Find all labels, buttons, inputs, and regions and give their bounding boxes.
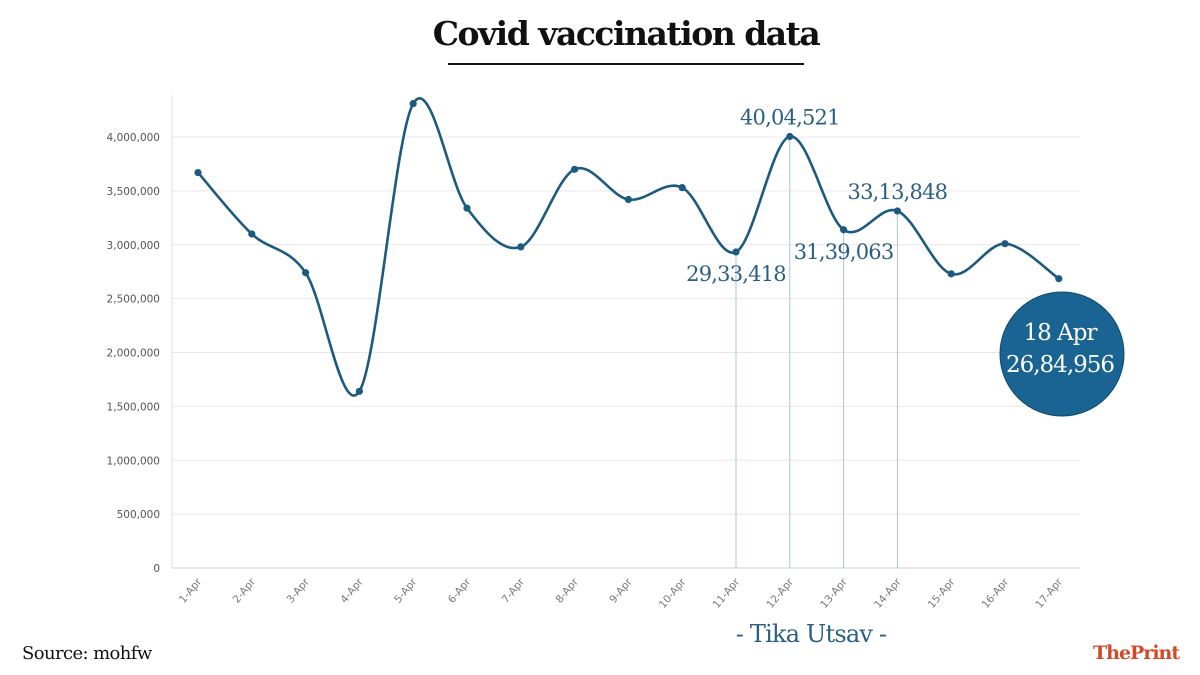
y-tick-label: 2,000,000 [107, 348, 160, 360]
x-tick-label: 5-Apr [392, 576, 420, 606]
annotations: 29,33,418 40,04,521 31,39,063 33,13,848 [686, 106, 948, 286]
x-tick-label: 8-Apr [553, 576, 581, 606]
x-tick-label: 10-Apr [657, 576, 689, 611]
data-point [571, 165, 579, 173]
data-point [1055, 275, 1063, 283]
x-tick-label: 4-Apr [338, 576, 366, 606]
tika-utsav-label: - Tika Utsav - [735, 620, 887, 648]
highlight-date: 18 Apr [1024, 320, 1098, 346]
data-point [893, 207, 902, 215]
y-tick-label: 3,000,000 [107, 240, 160, 252]
annotation-label: 33,13,848 [848, 180, 948, 204]
title-underline [448, 63, 804, 65]
x-tick-label: 11-Apr [711, 576, 743, 611]
x-tick-label: 7-Apr [500, 576, 528, 606]
annotation-label: 31,39,063 [794, 240, 894, 264]
y-tick-label: 4,000,000 [107, 132, 160, 144]
highlight-circle [999, 291, 1125, 417]
y-tick-label: 2,500,000 [107, 294, 160, 306]
y-tick-label: 3,500,000 [107, 186, 160, 198]
annotation-label: 40,04,521 [740, 106, 840, 130]
data-point [463, 204, 471, 212]
data-point [786, 132, 794, 141]
data-point [732, 248, 740, 256]
y-tick-label: 500,000 [117, 509, 160, 521]
data-point [355, 387, 363, 395]
x-tick-label: 9-Apr [607, 576, 635, 606]
data-point [624, 195, 633, 204]
highlight-value: 26,84,956 [1006, 352, 1114, 378]
x-tick-label: 13-Apr [818, 576, 850, 611]
x-tick-label: 12-Apr [764, 576, 796, 611]
data-points [194, 99, 1063, 395]
data-point [248, 230, 256, 238]
data-point [194, 168, 202, 177]
y-tick-label: 0 [153, 563, 160, 575]
chart-title: Covid vaccination data [432, 14, 821, 53]
source-note: Source: mohfw [22, 643, 152, 664]
x-tick-label: 3-Apr [284, 576, 312, 606]
data-point [840, 226, 848, 234]
series-line [197, 97, 1060, 397]
annotation-guides [735, 136, 898, 568]
theprint-logo: ThePrint [1093, 642, 1180, 664]
grid-lines [171, 95, 1080, 569]
data-point [678, 184, 686, 192]
x-axis-ticks: 1-Apr 2-Apr 3-Apr 4-Apr 5-Apr 6-Apr 7-Apr 8-Apr… [177, 576, 1066, 611]
data-point [409, 99, 417, 108]
data-point [1001, 240, 1009, 248]
y-tick-label: 1,000,000 [107, 455, 160, 467]
x-tick-label: 2-Apr [231, 576, 259, 606]
x-tick-label: 15-Apr [926, 576, 958, 611]
highlight-bubble: 18 Apr 26,84,956 [999, 291, 1125, 417]
y-tick-label: 1,500,000 [107, 401, 160, 413]
x-tick-label: 17-Apr [1033, 576, 1065, 611]
data-point [947, 270, 955, 278]
x-tick-label: 1-Apr [177, 576, 205, 606]
x-tick-label: 6-Apr [446, 576, 474, 606]
x-tick-label: 14-Apr [872, 576, 904, 611]
data-point [517, 243, 525, 251]
x-tick-label: 16-Apr [980, 576, 1012, 611]
data-point [302, 269, 310, 277]
y-axis-ticks: 0 500,000 1,000,000 1,500,000 2,000,000 2,500… [107, 132, 160, 575]
annotation-label: 29,33,418 [686, 262, 786, 286]
